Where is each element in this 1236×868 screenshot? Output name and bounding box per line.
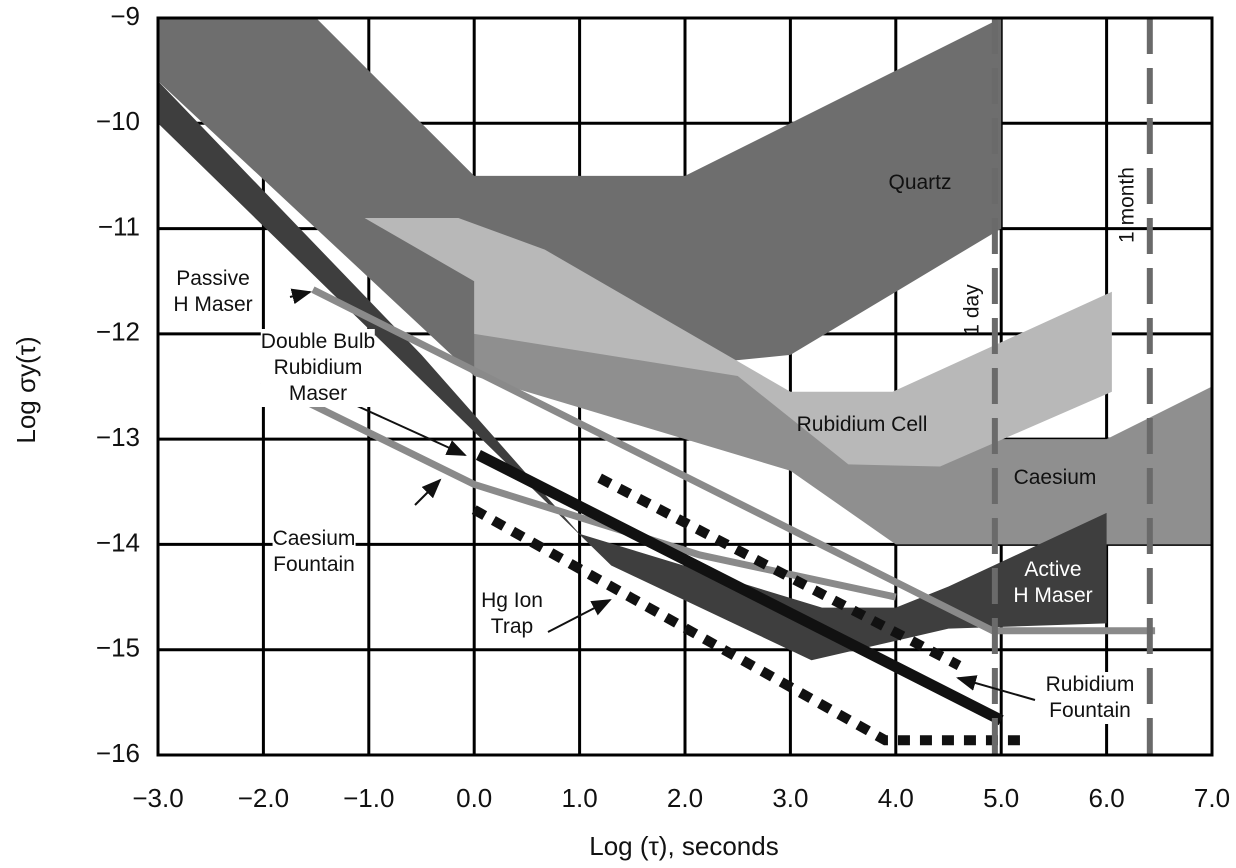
series-line — [471, 505, 1030, 746]
x-axis-label: Log (τ), seconds — [589, 831, 778, 861]
y-tick-label: −15 — [96, 633, 140, 663]
x-tick-label: 5.0 — [983, 783, 1019, 813]
x-tick-label: 4.0 — [878, 783, 914, 813]
series-label: Caesium Fountain — [272, 526, 356, 578]
plot-frame — [156, 16, 1214, 757]
series-label: Quartz — [888, 171, 952, 194]
y-tick-label: −11 — [98, 211, 140, 241]
x-tick-label: 2.0 — [667, 783, 703, 813]
x-tick-label: −2.0 — [238, 783, 289, 813]
series-label: Rubidium Fountain — [1045, 672, 1135, 724]
marker-label: 1 month — [1115, 167, 1138, 243]
series-label: Hg Ion Trap — [481, 588, 543, 640]
x-tick-label: 7.0 — [1194, 783, 1230, 813]
band — [364, 218, 1112, 467]
x-tick-label: −1.0 — [343, 783, 394, 813]
y-tick-label: −13 — [96, 422, 140, 452]
series-label: Double Bulb Rubidium Maser — [260, 329, 376, 407]
series-line — [475, 450, 1004, 726]
x-tick-label: 0.0 — [456, 783, 492, 813]
series-label: Passive H Maser — [173, 266, 253, 318]
series-line — [597, 473, 962, 670]
x-tick-label: 6.0 — [1089, 783, 1125, 813]
series-label: Caesium — [1013, 466, 1097, 489]
series-label: Rubidium Cell — [796, 413, 928, 436]
y-tick-label: −14 — [96, 527, 140, 557]
x-tick-label: 1.0 — [562, 783, 598, 813]
band — [158, 18, 1002, 376]
band — [158, 81, 1107, 661]
y-tick-label: −10 — [96, 106, 140, 136]
x-tick-label: 3.0 — [772, 783, 808, 813]
series-label: Active H Maser — [1013, 558, 1093, 607]
y-axis-label: Log σy(τ) — [11, 336, 41, 443]
y-tick-label: −9 — [110, 1, 140, 31]
y-tick-label: −12 — [96, 317, 140, 347]
y-tick-label: −16 — [96, 738, 140, 768]
x-tick-label: −3.0 — [132, 783, 183, 813]
marker-label: 1 day — [960, 284, 983, 336]
